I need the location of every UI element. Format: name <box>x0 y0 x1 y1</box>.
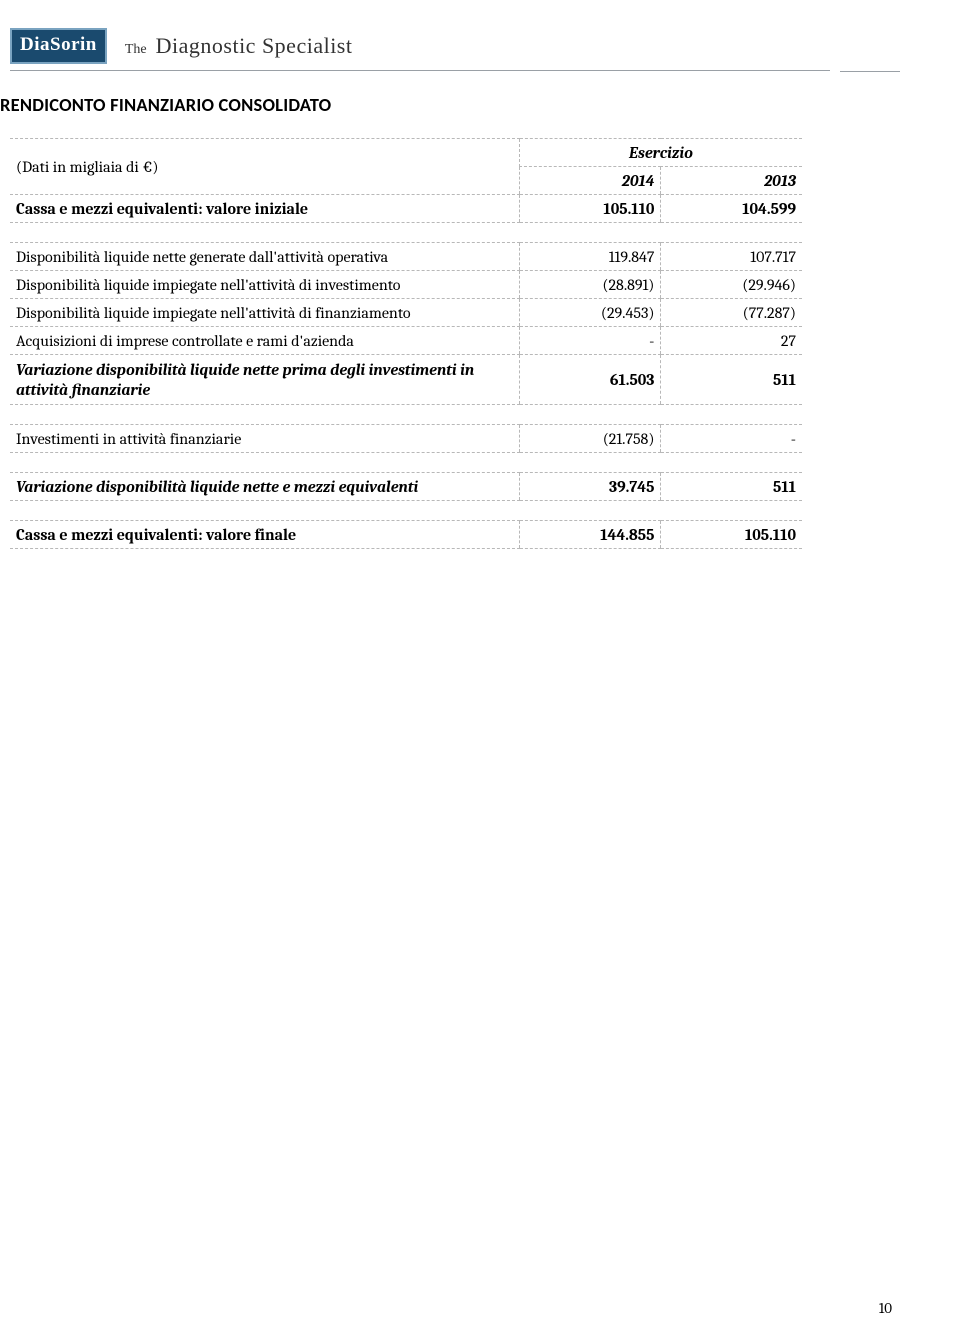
year-col-2: 2013 <box>661 167 802 195</box>
row-value: (77.287) <box>661 299 802 327</box>
table-row: Variazione disponibilità liquide nette e… <box>10 473 802 501</box>
row-label: Disponibilità liquide nette generate dal… <box>10 243 519 271</box>
table-row: Variazione disponibilità liquide nette p… <box>10 355 802 405</box>
row-label: Disponibilità liquide impiegate nell'att… <box>10 271 519 299</box>
row-value: 119.847 <box>519 243 661 271</box>
financial-table: (Dati in migliaia di €) Esercizio 2014 2… <box>10 138 802 549</box>
row-value: 104.599 <box>661 195 802 223</box>
document-title: RENDICONTO FINANZIARIO CONSOLIDATO <box>0 93 900 116</box>
row-label: Variazione disponibilità liquide nette p… <box>10 355 519 405</box>
row-label: Cassa e mezzi equivalenti: valore finale <box>10 521 519 549</box>
row-value: 39.745 <box>519 473 661 501</box>
unit-note: (Dati in migliaia di €) <box>10 139 519 195</box>
table-row: Investimenti in attività finanziarie (21… <box>10 425 802 453</box>
row-value: 511 <box>661 355 802 405</box>
row-value: 511 <box>661 473 802 501</box>
tagline-prefix: The <box>125 42 147 57</box>
row-label: Cassa e mezzi equivalenti: valore inizia… <box>10 195 519 223</box>
row-value: 105.110 <box>519 195 661 223</box>
period-header: Esercizio <box>519 139 802 167</box>
row-label: Investimenti in attività finanziarie <box>10 425 519 453</box>
year-col-1: 2014 <box>519 167 661 195</box>
row-value: 144.855 <box>519 521 661 549</box>
row-value: 61.503 <box>519 355 661 405</box>
row-label: Acquisizioni di imprese controllate e ra… <box>10 327 519 355</box>
brand-tagline: The Diagnostic Specialist <box>125 33 353 59</box>
row-value: (28.891) <box>519 271 661 299</box>
table-row: Disponibilità liquide impiegate nell'att… <box>10 271 802 299</box>
table-row: Disponibilità liquide nette generate dal… <box>10 243 802 271</box>
page-header: DiaSorin The Diagnostic Specialist <box>10 28 830 71</box>
row-label: Variazione disponibilità liquide nette e… <box>10 473 519 501</box>
row-value: 107.717 <box>661 243 802 271</box>
row-value: - <box>661 425 802 453</box>
table-row: Disponibilità liquide impiegate nell'att… <box>10 299 802 327</box>
table-row: Cassa e mezzi equivalenti: valore finale… <box>10 521 802 549</box>
page-number: 10 <box>879 1299 892 1317</box>
table-row: Acquisizioni di imprese controllate e ra… <box>10 327 802 355</box>
content-area: RENDICONTO FINANZIARIO CONSOLIDATO (Dati… <box>0 71 900 549</box>
row-value: 105.110 <box>661 521 802 549</box>
row-value: (29.946) <box>661 271 802 299</box>
row-label: Disponibilità liquide impiegate nell'att… <box>10 299 519 327</box>
table-row: Cassa e mezzi equivalenti: valore inizia… <box>10 195 802 223</box>
row-value: (21.758) <box>519 425 661 453</box>
row-value: - <box>519 327 661 355</box>
row-value: (29.453) <box>519 299 661 327</box>
table-header-row: (Dati in migliaia di €) Esercizio <box>10 139 802 167</box>
brand-logo: DiaSorin <box>10 28 107 64</box>
page: DiaSorin The Diagnostic Specialist RENDI… <box>0 0 960 1343</box>
tagline-main: Diagnostic Specialist <box>156 33 353 58</box>
row-value: 27 <box>661 327 802 355</box>
